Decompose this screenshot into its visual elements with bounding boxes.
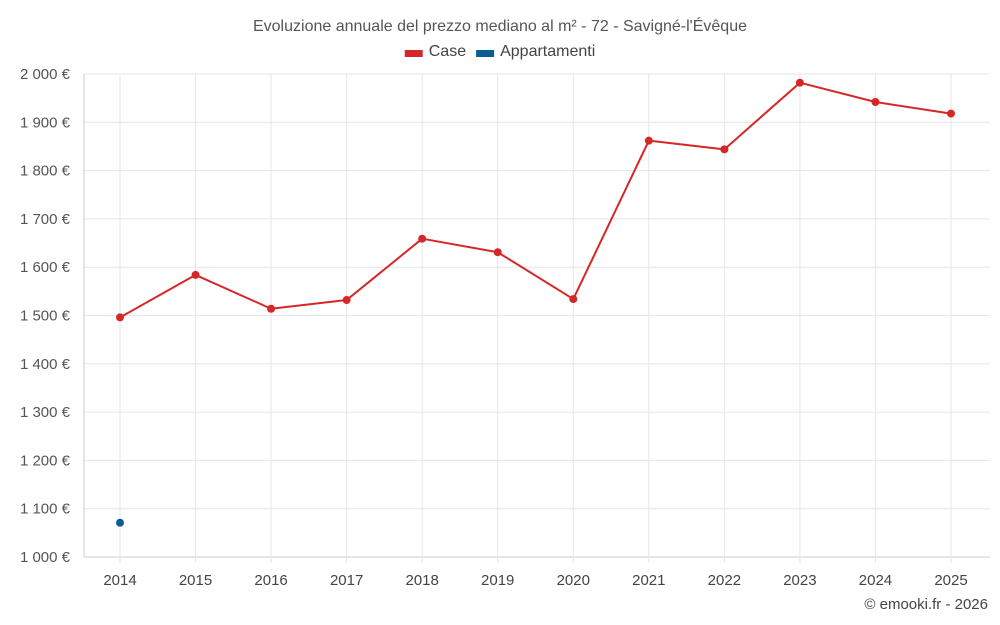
data-point[interactable] (871, 98, 880, 107)
grid (83, 73, 990, 563)
x-tick-label: 2019 (481, 572, 514, 589)
data-point[interactable] (342, 296, 351, 305)
y-tick-label: 1 200 € (20, 452, 71, 469)
data-point[interactable] (418, 234, 427, 243)
credit-text: © emooki.fr - 2026 (864, 596, 988, 613)
data-point[interactable] (191, 270, 200, 279)
series-appartamenti (116, 518, 124, 527)
x-tick-label: 2020 (557, 572, 590, 589)
x-tick-label: 2014 (103, 572, 136, 589)
data-point[interactable] (720, 145, 729, 154)
legend-swatch (404, 50, 423, 57)
y-tick-label: 1 500 € (20, 308, 71, 325)
data-point[interactable] (947, 109, 955, 118)
x-tick-label: 2015 (179, 572, 212, 589)
data-point[interactable] (267, 304, 276, 313)
series-group (116, 78, 955, 527)
y-tick-label: 1 800 € (20, 163, 71, 180)
y-tick-label: 2 000 € (20, 66, 71, 83)
legend-label: Case (429, 43, 466, 60)
y-tick-label: 1 300 € (20, 404, 71, 421)
y-tick-label: 1 900 € (20, 114, 71, 131)
x-tick-label: 2025 (934, 572, 967, 589)
series-line (119, 81, 952, 319)
chart-title: Evoluzione annuale del prezzo mediano al… (253, 16, 747, 35)
x-tick-label: 2022 (708, 572, 741, 589)
data-point[interactable] (569, 295, 578, 304)
legend: Case Appartamenti (404, 43, 595, 60)
y-tick-label: 1 000 € (20, 549, 71, 566)
y-tick-label: 1 100 € (20, 501, 71, 518)
x-axis: 2014 2015 2016 2017 2018 2019 2020 2021 2022 2023… (103, 572, 967, 589)
x-tick-label: 2024 (859, 572, 892, 589)
legend-swatch (476, 50, 495, 57)
data-point[interactable] (493, 248, 502, 257)
x-tick-label: 2017 (330, 572, 363, 589)
data-point[interactable] (116, 518, 124, 527)
legend-label: Appartamenti (500, 43, 595, 60)
x-tick-label: 2023 (783, 572, 816, 589)
series-case (116, 78, 955, 322)
data-point[interactable] (116, 313, 124, 322)
y-tick-label: 1 400 € (20, 356, 71, 373)
x-tick-label: 2016 (254, 572, 287, 589)
data-point[interactable] (644, 136, 653, 145)
y-axis: 1 000 € 1 100 € 1 200 € 1 300 € 1 400 € 1 500… (20, 66, 71, 566)
y-tick-label: 1 700 € (20, 211, 71, 228)
x-tick-label: 2018 (405, 572, 438, 589)
legend-item-1[interactable]: Appartamenti (476, 43, 595, 60)
data-point[interactable] (795, 78, 804, 87)
legend-item-0[interactable]: Case (404, 43, 466, 60)
x-tick-label: 2021 (632, 572, 665, 589)
y-tick-label: 1 600 € (20, 259, 71, 276)
